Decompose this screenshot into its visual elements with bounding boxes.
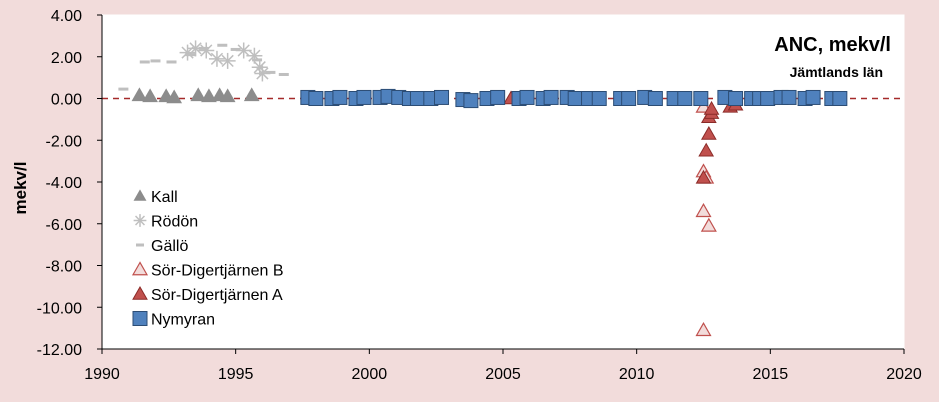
x-tick-label: 2010	[619, 366, 655, 383]
x-tick-label: 1990	[84, 366, 120, 383]
y-tick-label: -2.00	[46, 133, 83, 150]
legend-marker-nymyran	[132, 311, 148, 326]
legend-marker-kall	[133, 189, 147, 201]
x-tick-label: 2000	[352, 366, 388, 383]
y-tick-label: -8.00	[46, 259, 83, 276]
point-s-r-digertj-rnen-b	[695, 203, 712, 218]
point-s-r-digertj-rnen-a	[695, 169, 712, 184]
y-tick-label: -10.00	[37, 300, 82, 317]
chart-subtitle: Jämtlands län	[790, 64, 883, 80]
y-tick-label: -4.00	[46, 175, 83, 192]
plot-area	[101, 14, 905, 350]
point-nymyran	[519, 89, 535, 105]
x-axis-ticks: 1990 1995 2000 2005 2010 2015 2020	[84, 349, 922, 383]
point-nymyran	[728, 91, 744, 106]
point-kall	[219, 88, 236, 103]
y-axis-label: mekv/l	[11, 162, 30, 215]
point-nymyran	[781, 89, 797, 105]
legend-label-r-d-n: Rödön	[151, 214, 198, 231]
point-kall	[243, 87, 260, 102]
point-kall	[201, 88, 217, 103]
legend-label-g-ll-: Gällö	[151, 238, 188, 255]
point-g-ll-	[185, 53, 196, 57]
point-g-ll-	[265, 70, 276, 74]
point-nymyran	[332, 89, 348, 105]
point-r-d-n	[251, 59, 268, 76]
y-axis-ticks: 4.00 2.00 0.00 -2.00 -4.00 -6.00 -8.00 -10.00 -1…	[37, 8, 102, 359]
legend-label-s-r-digertj-rnen-b: Sör-Digertjärnen B	[151, 263, 284, 280]
point-r-d-n	[208, 50, 225, 67]
y-tick-label: 4.00	[51, 8, 82, 25]
y-tick-label: 0.00	[51, 92, 82, 109]
point-g-ll-	[166, 60, 177, 64]
y-tick-label: 2.00	[51, 50, 82, 67]
point-nymyran	[463, 93, 479, 109]
point-g-ll-	[139, 60, 150, 64]
point-kall	[131, 87, 148, 102]
point-nymyran	[490, 89, 506, 105]
point-s-r-digertj-rnen-a	[700, 125, 717, 140]
point-nymyran	[760, 91, 776, 106]
point-nymyran	[567, 91, 583, 106]
point-g-ll-	[150, 59, 161, 63]
point-r-d-n	[198, 42, 215, 59]
point-nymyran	[647, 91, 663, 106]
point-g-ll-	[230, 47, 241, 51]
point-s-r-digertj-rnen-a	[703, 100, 720, 115]
point-g-ll-	[252, 58, 263, 62]
legend-marker-g-ll-	[136, 243, 144, 247]
point-nymyran	[409, 91, 425, 106]
legend: Kall Rödön Gällö Sör-Digertjärnen B Sör-Dige…	[131, 189, 284, 329]
legend-label-nymyran: Nymyran	[151, 312, 215, 329]
chart-title: ANC, mekv/l	[774, 34, 891, 56]
point-nymyran	[308, 91, 324, 106]
point-nymyran	[591, 91, 607, 106]
legend-marker-r-d-n	[133, 214, 147, 227]
point-nymyran	[434, 89, 450, 105]
legend-label-kall: Kall	[151, 189, 178, 206]
x-tick-label: 2020	[886, 366, 922, 383]
point-nymyran	[543, 89, 559, 105]
point-nymyran	[677, 91, 693, 106]
point-g-ll-	[118, 87, 129, 91]
point-s-r-digertj-rnen-b	[700, 217, 717, 232]
legend-marker-s-r-digertj-rnen-b	[131, 261, 149, 276]
legend-label-s-r-digertj-rnen-a: Sör-Digertjärnen A	[151, 287, 283, 304]
point-s-r-digertj-rnen-a	[698, 142, 715, 157]
point-kall	[190, 87, 207, 102]
y-tick-label: -6.00	[46, 217, 83, 234]
legend-marker-s-r-digertj-rnen-a	[132, 285, 148, 300]
x-tick-label: 2015	[753, 366, 789, 383]
data-marks	[118, 40, 848, 337]
y-tick-label: -12.00	[37, 342, 82, 359]
point-nymyran	[805, 89, 821, 105]
x-tick-label: 2005	[485, 366, 521, 383]
point-r-d-n	[219, 52, 236, 69]
point-s-r-digertj-rnen-b	[695, 322, 712, 337]
point-kall	[142, 88, 158, 103]
point-nymyran	[693, 91, 709, 106]
point-g-ll-	[278, 72, 289, 76]
point-g-ll-	[217, 43, 228, 47]
point-kall	[166, 89, 183, 104]
x-tick-label: 1995	[218, 366, 254, 383]
point-nymyran	[832, 91, 848, 106]
point-nymyran	[356, 89, 372, 105]
point-g-ll-	[198, 46, 209, 50]
point-nymyran	[621, 91, 637, 106]
